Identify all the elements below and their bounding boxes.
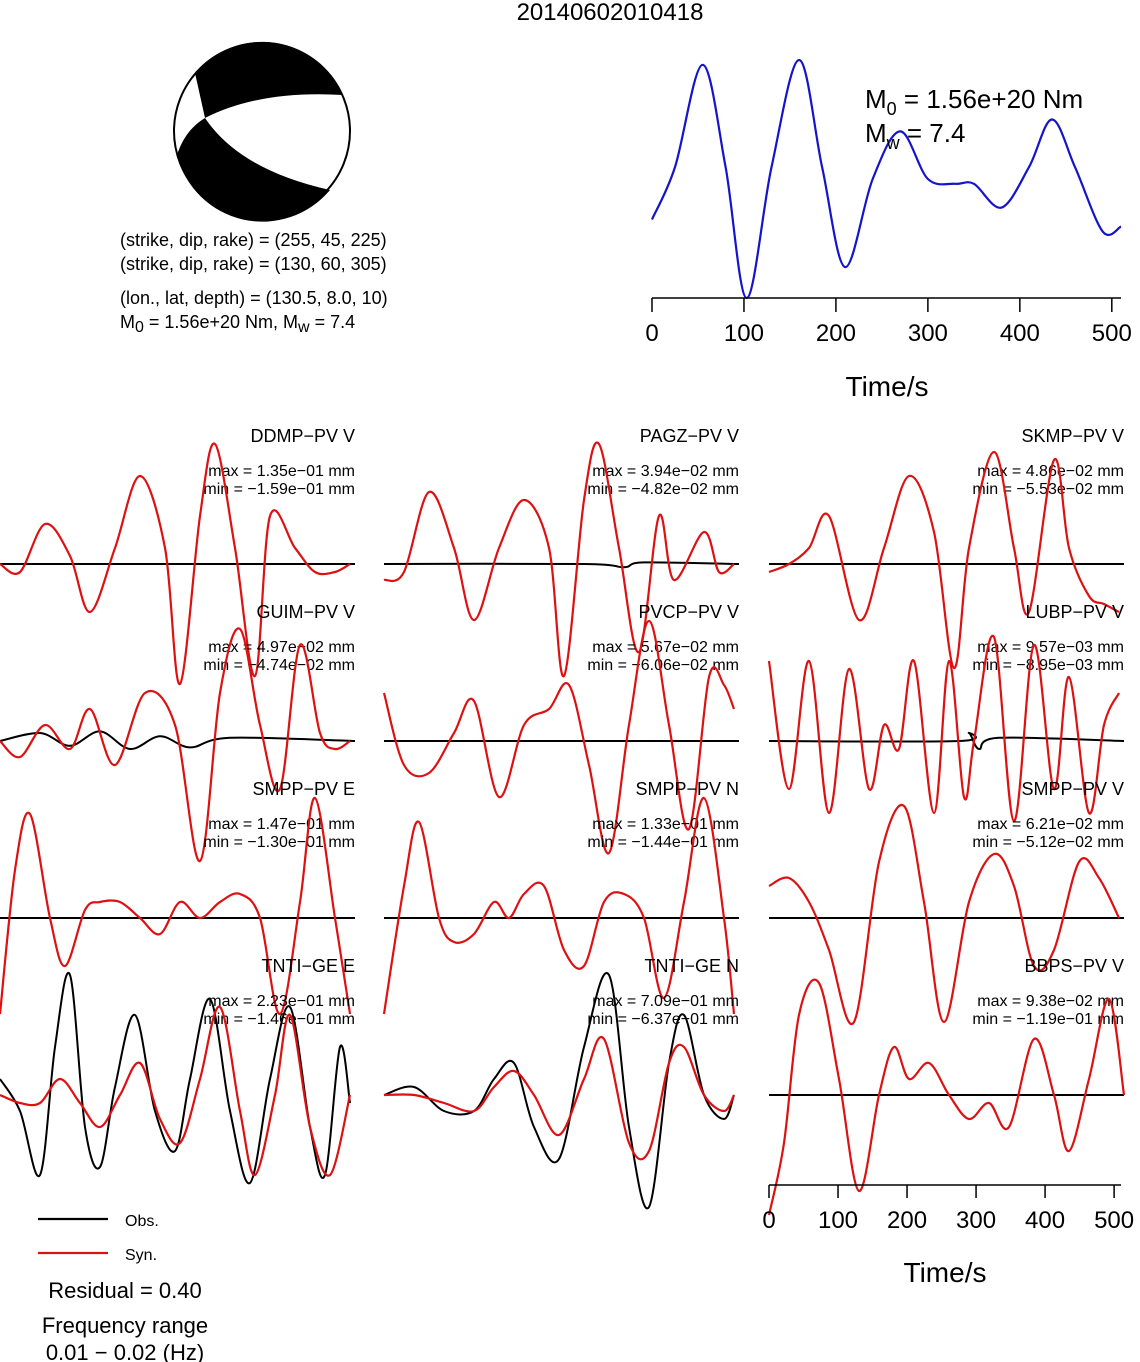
synthetic-trace [767,978,1126,1216]
station-label: LUBP−PV V [1025,602,1124,622]
frequency-range-value: 0.01 − 0.02 (Hz) [46,1340,204,1362]
synthetic-trace [768,803,1120,1026]
min-amplitude-label: min = −4.74e−02 mm [203,657,355,674]
min-amplitude-label: min = −6.06e−02 mm [587,657,739,674]
min-amplitude-label: min = −1.44e−01 mm [587,834,739,851]
max-amplitude-label: max = 7.09e−01 mm [592,993,739,1010]
station-label: SMPP−PV V [1021,779,1124,799]
figure-title: 20140602010418 [517,0,704,26]
wave-tick-label: 0 [762,1207,775,1234]
station-label: PAGZ−PV V [640,426,739,446]
frequency-range-label: Frequency range [42,1313,208,1338]
stf-moment-label: M0 = 1.56e+20 Nm [865,84,1083,119]
station-label: GUIM−PV V [256,602,355,622]
min-amplitude-label: min = −1.46e−01 mm [203,1011,355,1028]
max-amplitude-label: max = 3.94e−02 mm [592,463,739,480]
legend-obs-label: Obs. [125,1213,159,1230]
wave-x-axis-label: Time/s [904,1257,987,1288]
compressional-quadrant-lower [177,118,330,222]
station-label: TNTI−GE E [261,956,355,976]
min-amplitude-label: min = −1.59e−01 mm [203,481,355,498]
synthetic-trace [767,634,1120,823]
stf-x-axis-label: Time/s [846,371,929,402]
max-amplitude-label: max = 1.35e−01 mm [208,463,355,480]
stf-tick-label: 300 [908,320,948,347]
waveform-time-axis: 0 100 200 300 400 500 Time/s [762,1184,1134,1288]
station-label: PVCP−PV V [638,602,739,622]
synthetic-trace [383,1035,735,1161]
nodal-plane-2: (strike, dip, rake) = (130, 60, 305) [120,254,387,274]
max-amplitude-label: max = 6.21e−02 mm [977,816,1124,833]
wave-tick-label: 500 [1094,1207,1134,1234]
synthetic-trace [383,441,735,678]
wave-tick-label: 400 [1025,1207,1065,1234]
max-amplitude-label: max = 1.33e−01 mm [592,816,739,833]
moment-summary: M0 = 1.56e+20 Nm, Mw = 7.4 [120,312,355,336]
station-label: SKMP−PV V [1021,426,1124,446]
nodal-plane-1: (strike, dip, rake) = (255, 45, 225) [120,230,387,250]
stf-magnitude-label: Mw = 7.4 [865,118,965,153]
max-amplitude-label: max = 9.38e−02 mm [977,993,1124,1010]
stf-tick-label: 200 [816,320,856,347]
min-amplitude-label: min = −5.12e−02 mm [972,834,1124,851]
max-amplitude-label: max = 2.23e−01 mm [208,993,355,1010]
stf-tick-label: 400 [1000,320,1040,347]
min-amplitude-label: min = −8.95e−03 mm [972,657,1124,674]
min-amplitude-label: min = −1.19e−01 mm [972,1011,1124,1028]
station-label: DDMP−PV V [250,426,355,446]
stf-tick-label: 0 [645,320,658,347]
compressional-quadrant-upper [195,41,343,118]
min-amplitude-label: min = −4.82e−02 mm [587,481,739,498]
synthetic-trace [0,442,351,686]
stf-curve [650,58,1122,300]
observed-trace [0,730,356,750]
legend: Obs. Syn. [38,1213,159,1264]
synthetic-trace [382,796,736,1015]
wave-tick-label: 100 [818,1207,858,1234]
hypocenter-location: (lon., lat, depth) = (130.5, 8.0, 10) [120,288,388,308]
synthetic-trace [382,619,736,855]
wave-tick-label: 200 [887,1207,927,1234]
min-amplitude-label: min = −1.30e−01 mm [203,834,355,851]
wave-tick-label: 300 [956,1207,996,1234]
focal-mechanism-beachball [173,41,351,222]
stf-tick-label: 500 [1092,320,1132,347]
max-amplitude-label: max = 9.57e−03 mm [977,639,1124,656]
observed-trace [768,731,1125,750]
legend-syn-label: Syn. [125,1247,157,1264]
source-time-function-plot: 0 100 200 300 400 500 Time/s [645,58,1132,402]
synthetic-trace [768,450,1120,670]
min-amplitude-label: min = −6.37e−01 mm [587,1011,739,1028]
station-label: SMPP−PV N [635,779,739,799]
synthetic-trace [0,627,351,863]
max-amplitude-label: max = 5.67e−02 mm [592,639,739,656]
stf-tick-label: 100 [724,320,764,347]
station-label: BBPS−PV V [1024,956,1124,976]
max-amplitude-label: max = 1.47e−01 mm [208,816,355,833]
synthetic-trace [0,1005,352,1177]
station-label: TNTI−GE N [644,956,739,976]
synthetic-trace [0,796,352,1016]
station-label: SMPP−PV E [252,779,355,799]
residual-label: Residual = 0.40 [48,1278,202,1303]
